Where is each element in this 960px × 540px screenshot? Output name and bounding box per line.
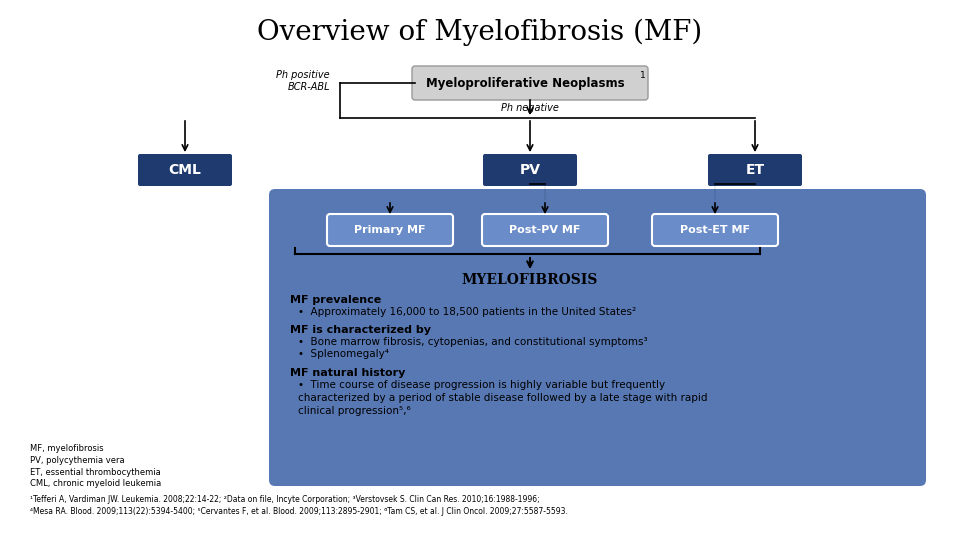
- Text: Ph negative: Ph negative: [501, 103, 559, 113]
- Text: Primary MF: Primary MF: [354, 225, 425, 235]
- Text: •  Splenomegaly⁴: • Splenomegaly⁴: [298, 349, 389, 359]
- Text: ET: ET: [745, 163, 764, 177]
- Text: MF natural history: MF natural history: [290, 368, 405, 378]
- Text: 1: 1: [640, 71, 646, 79]
- FancyBboxPatch shape: [138, 154, 232, 186]
- FancyBboxPatch shape: [483, 154, 577, 186]
- Text: Post-PV MF: Post-PV MF: [510, 225, 581, 235]
- Text: Myeloproliferative Neoplasms: Myeloproliferative Neoplasms: [425, 78, 624, 91]
- Text: Post-ET MF: Post-ET MF: [680, 225, 750, 235]
- Text: Overview of Myelofibrosis (MF): Overview of Myelofibrosis (MF): [257, 18, 703, 46]
- FancyBboxPatch shape: [327, 214, 453, 246]
- FancyBboxPatch shape: [269, 189, 926, 486]
- Text: MF is characterized by: MF is characterized by: [290, 325, 431, 335]
- Text: Ph positive
BCR-ABL: Ph positive BCR-ABL: [276, 70, 330, 92]
- FancyBboxPatch shape: [652, 214, 778, 246]
- FancyBboxPatch shape: [708, 154, 802, 186]
- Text: MF, myelofibrosis
PV, polycythemia vera
ET, essential thrombocythemia
CML, chron: MF, myelofibrosis PV, polycythemia vera …: [30, 444, 161, 488]
- Text: PV: PV: [519, 163, 540, 177]
- Text: CML: CML: [169, 163, 202, 177]
- Text: •  Time course of disease progression is highly variable but frequently
characte: • Time course of disease progression is …: [298, 380, 708, 416]
- Text: MF prevalence: MF prevalence: [290, 295, 381, 305]
- FancyBboxPatch shape: [412, 66, 648, 100]
- Text: MYELOFIBROSIS: MYELOFIBROSIS: [462, 273, 598, 287]
- Text: •  Bone marrow fibrosis, cytopenias, and constitutional symptoms³: • Bone marrow fibrosis, cytopenias, and …: [298, 337, 648, 347]
- FancyBboxPatch shape: [482, 214, 608, 246]
- Text: •  Approximately 16,000 to 18,500 patients in the United States²: • Approximately 16,000 to 18,500 patient…: [298, 307, 636, 317]
- Text: ¹Tefferi A, Vardiman JW. Leukemia. 2008;22:14-22; ²Data on file, Incyte Corporat: ¹Tefferi A, Vardiman JW. Leukemia. 2008;…: [30, 495, 568, 516]
